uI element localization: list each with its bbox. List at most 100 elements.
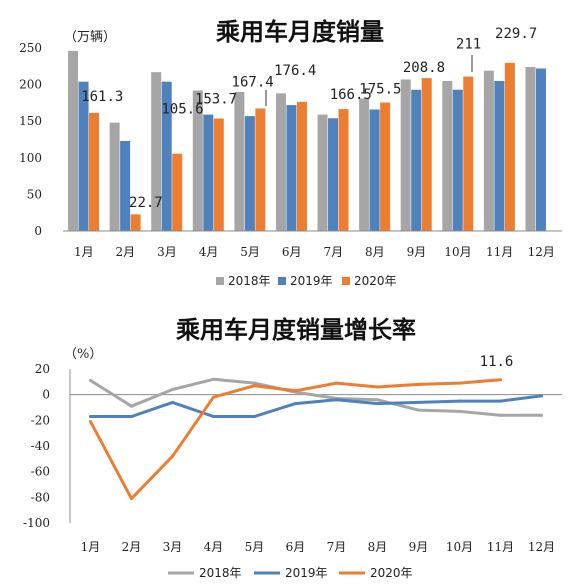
bar-x-tick-9: 10月 (444, 245, 471, 259)
line-legend-label-2020年: 2020年 (370, 566, 413, 580)
bar-2020年-1月 (89, 112, 100, 231)
bar-2020年-8月 (380, 102, 391, 231)
bar-2018年-3月 (151, 72, 162, 231)
bar-2020年-6月 (296, 101, 307, 231)
line-point-2020年-5月 (253, 384, 256, 388)
line-y-tick-4: -60 (31, 465, 50, 479)
line-point-2020年-2月 (130, 497, 133, 501)
bar-legend-label-2020年: 2020年 (354, 274, 397, 288)
bar-y-tick-3: 150 (19, 114, 42, 128)
bar-data-label-2: 105.6 (161, 102, 203, 118)
bar-x-tick-0: 1月 (74, 245, 94, 259)
bar-x-tick-1: 2月 (116, 245, 136, 259)
bar-2019年-8月 (369, 109, 380, 231)
bar-data-label-5: 176.4 (274, 63, 316, 79)
line-x-tick-10: 11月 (487, 540, 514, 554)
bar-data-label-0: 161.3 (81, 89, 123, 105)
bar-2018年-7月 (317, 114, 328, 231)
line-point-2018年-3月 (171, 388, 174, 392)
bar-2020年-4月 (213, 118, 224, 231)
bar-y-tick-1: 50 (27, 187, 42, 201)
line-x-tick-1: 2月 (122, 540, 142, 554)
line-x-tick-3: 4月 (204, 540, 224, 554)
line-x-tick-7: 8月 (368, 540, 388, 554)
line-point-2019年-5月 (253, 414, 256, 418)
line-point-2020年-3月 (171, 454, 174, 458)
line-y-tick-0: 20 (35, 362, 50, 376)
bar-2018年-10月 (442, 80, 453, 231)
line-point-2020年-6月 (294, 389, 297, 393)
bar-data-label-4: 167.4 (232, 74, 274, 90)
line-legend-label-2019年: 2019年 (285, 566, 328, 580)
line-point-2019年-1月 (89, 414, 92, 418)
line-x-tick-8: 9月 (409, 540, 429, 554)
bar-2020年-9月 (421, 78, 432, 231)
bar-2019年-5月 (244, 116, 255, 231)
line-data-label-10: 11.6 (480, 354, 514, 370)
line-point-2019年-9月 (417, 400, 420, 404)
bar-2019年-11月 (494, 80, 505, 231)
bar-legend-swatch-2019年 (278, 277, 286, 285)
bar-x-tick-8: 9月 (407, 245, 427, 259)
line-point-2018年-2月 (130, 404, 133, 408)
line-point-2019年-8月 (376, 402, 379, 406)
bar-x-tick-3: 4月 (199, 245, 219, 259)
bar-y-tick-4: 200 (19, 78, 42, 92)
bar-y-tick-5: 250 (19, 41, 42, 55)
bar-x-tick-5: 6月 (282, 245, 302, 259)
bar-2018年-4月 (192, 90, 203, 232)
bar-2020年-7月 (338, 109, 349, 231)
bar-2019年-1月 (78, 81, 89, 231)
bar-x-tick-7: 8月 (365, 245, 385, 259)
line-y-tick-3: -40 (31, 439, 50, 453)
bar-2019年-7月 (328, 118, 339, 231)
line-y-tick-5: -80 (31, 490, 50, 504)
line-point-2020年-8月 (376, 385, 379, 389)
line-x-tick-6: 7月 (327, 540, 347, 554)
line-point-2020年-10月 (458, 381, 461, 385)
line-point-2018年-12月 (540, 413, 543, 417)
bar-x-tick-2: 3月 (157, 245, 177, 259)
line-point-2019年-10月 (458, 399, 461, 403)
bar-2018年-2月 (109, 122, 120, 231)
line-point-2020年-1月 (89, 420, 92, 424)
bar-2018年-1月 (68, 50, 79, 231)
bar-2019年-4月 (203, 114, 214, 231)
bar-legend-swatch-2020年 (342, 277, 350, 285)
line-y-tick-1: 0 (42, 388, 50, 402)
line-point-2019年-7月 (335, 398, 338, 402)
line-x-tick-11: 12月 (528, 540, 555, 554)
line-point-2019年-6月 (294, 402, 297, 406)
bar-2020年-5月 (255, 108, 266, 231)
bar-2019年-12月 (535, 68, 546, 231)
line-point-2018年-8月 (376, 398, 379, 402)
bar-x-tick-6: 7月 (323, 245, 343, 259)
bar-2019年-6月 (286, 105, 297, 231)
bar-2018年-5月 (234, 91, 245, 231)
line-series-2018年 (89, 377, 543, 417)
bar-data-label-1: 22.7 (129, 195, 163, 211)
bar-2018年-9月 (400, 79, 411, 231)
bar-x-tick-4: 5月 (240, 245, 260, 259)
line-series-2019年 (89, 394, 543, 418)
bar-chart-title: 乘用车月度销量 (215, 17, 384, 46)
line-y-unit: （%） (64, 347, 102, 362)
bar-2020年-2月 (130, 214, 141, 231)
line-y-tick-6: -100 (23, 516, 50, 530)
bar-data-label-8: 208.8 (403, 60, 445, 76)
bar-2018年-11月 (483, 70, 494, 231)
bar-2019年-9月 (411, 89, 422, 231)
line-point-2019年-12月 (540, 394, 543, 398)
line-x-tick-4: 5月 (245, 540, 265, 554)
bar-2018年-6月 (275, 93, 286, 231)
line-point-2019年-3月 (171, 400, 174, 404)
line-x-tick-0: 1月 (81, 540, 101, 554)
bar-2019年-3月 (161, 81, 172, 231)
bar-2018年-12月 (525, 67, 536, 231)
bar-y-tick-0: 0 (34, 224, 42, 238)
line-point-2020年-9月 (417, 382, 420, 386)
line-point-2019年-11月 (499, 399, 502, 403)
line-x-tick-5: 6月 (286, 540, 306, 554)
bar-2019年-2月 (120, 140, 131, 231)
